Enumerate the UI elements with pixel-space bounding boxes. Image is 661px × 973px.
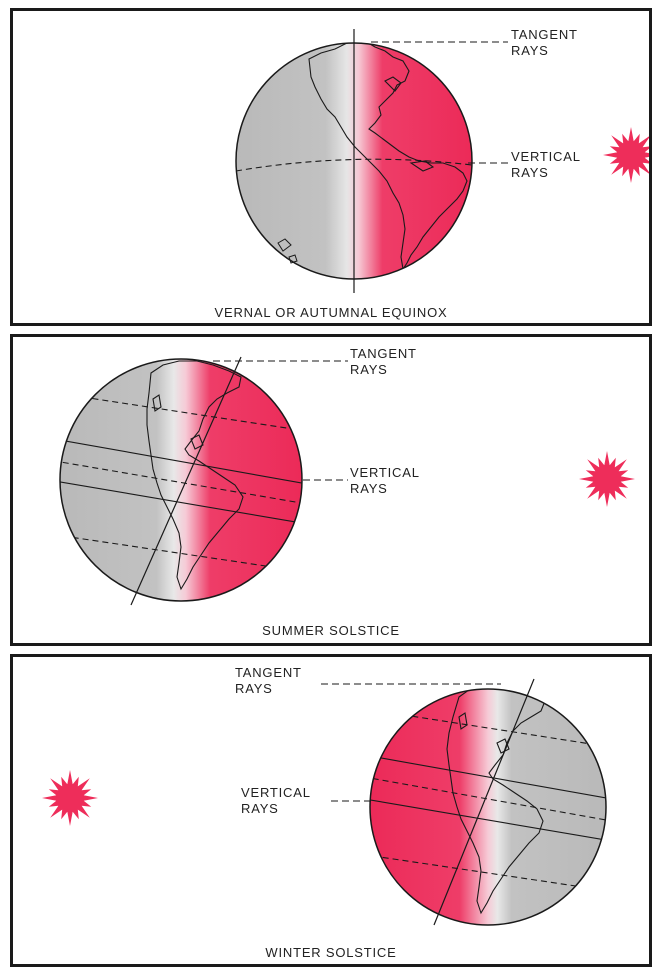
tropic-of-capricorn-line (370, 796, 606, 844)
tropic-of-cancer-line (370, 752, 606, 802)
americas-continent-outline (446, 689, 546, 915)
axis-line (433, 678, 535, 926)
equinox-illustration (235, 29, 649, 293)
equator-dashed-line (370, 774, 606, 824)
antarctic-circle-dashed-line (60, 532, 302, 574)
sun-icon (579, 451, 635, 507)
island-outline (496, 738, 510, 754)
island-outline (458, 712, 468, 730)
sun-core (593, 465, 621, 493)
tropic-of-cancer-line (60, 436, 302, 486)
sun-core (56, 784, 84, 812)
americas-continent-outline (146, 360, 244, 591)
equator-dashed-line (60, 458, 302, 506)
summer-illustration (59, 356, 635, 606)
island-outline (190, 434, 204, 450)
vertical-rays-label: VERTICAL RAYS (350, 465, 420, 496)
sun-icon (42, 770, 98, 826)
earth-globe (369, 688, 607, 926)
sun-icon (603, 127, 649, 183)
vertical-rays-label: VERTICAL RAYS (511, 149, 581, 180)
tangent-rays-label: TANGENT RAYS (350, 346, 417, 377)
panel-caption: VERNAL OR AUTUMNAL EQUINOX (214, 305, 448, 320)
axis-line (130, 356, 242, 606)
earth-globe (59, 358, 303, 602)
panel-caption: SUMMER SOLSTICE (262, 623, 400, 638)
tangent-rays-label: TANGENT RAYS (235, 665, 302, 696)
winter-solstice-panel: TANGENT RAYS VERTICAL RAYS WINTER SOLSTICE (10, 654, 652, 967)
vertical-rays-label: VERTICAL RAYS (241, 785, 311, 816)
tropic-of-capricorn-line (60, 478, 302, 526)
panel-caption: WINTER SOLSTICE (265, 945, 397, 960)
tangent-rays-label: TANGENT RAYS (511, 27, 578, 58)
island-outline (152, 394, 162, 412)
equinox-panel: TANGENT RAYS VERTICAL RAYS VERNAL OR AUTUM… (10, 8, 652, 326)
sun-core (617, 141, 645, 169)
small-islands (277, 238, 298, 264)
antarctic-circle-dashed-line (370, 852, 606, 894)
summer-solstice-panel: TANGENT RAYS VERTICAL RAYS SUMMER SOLSTICE (10, 334, 652, 646)
winter-illustration (42, 678, 607, 926)
